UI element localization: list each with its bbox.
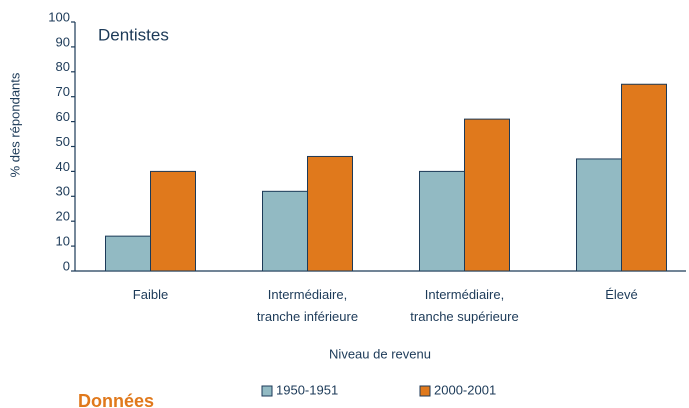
bar (105, 235, 151, 272)
bar (150, 170, 196, 272)
y-tick-label: 30 (56, 184, 70, 199)
footer-text: Données (78, 391, 154, 408)
y-tick-label: 60 (56, 109, 70, 124)
bar (464, 118, 510, 272)
chart-title: Dentistes (98, 25, 169, 44)
bar (262, 190, 308, 272)
bar (307, 155, 353, 272)
y-tick-label: 50 (56, 134, 70, 149)
y-tick-label: 80 (56, 59, 70, 74)
y-tick-label: 70 (56, 84, 70, 99)
legend-swatch (261, 385, 273, 397)
y-tick-label: 20 (56, 209, 70, 224)
legend-swatch (419, 385, 431, 397)
y-tick-label: 40 (56, 159, 70, 174)
y-tick-label: 100 (48, 9, 70, 24)
bar (576, 158, 622, 272)
x-tick-label: Intermédiaire, tranche supérieure (410, 287, 518, 324)
x-axis-label: Niveau de revenu (329, 346, 431, 361)
x-tick-label: Élevé (605, 287, 638, 302)
y-axis-label: % des répondants (7, 72, 22, 177)
legend-label: 1950-1951 (276, 382, 338, 397)
bar (621, 83, 667, 272)
y-tick-label: 0 (63, 258, 70, 273)
y-tick-label: 10 (56, 234, 70, 249)
y-tick-label: 90 (56, 34, 70, 49)
bar (419, 170, 465, 272)
legend-label: 2000-2001 (434, 382, 496, 397)
x-tick-label: Intermédiaire, tranche inférieure (257, 287, 358, 324)
x-tick-label: Faible (133, 287, 168, 302)
